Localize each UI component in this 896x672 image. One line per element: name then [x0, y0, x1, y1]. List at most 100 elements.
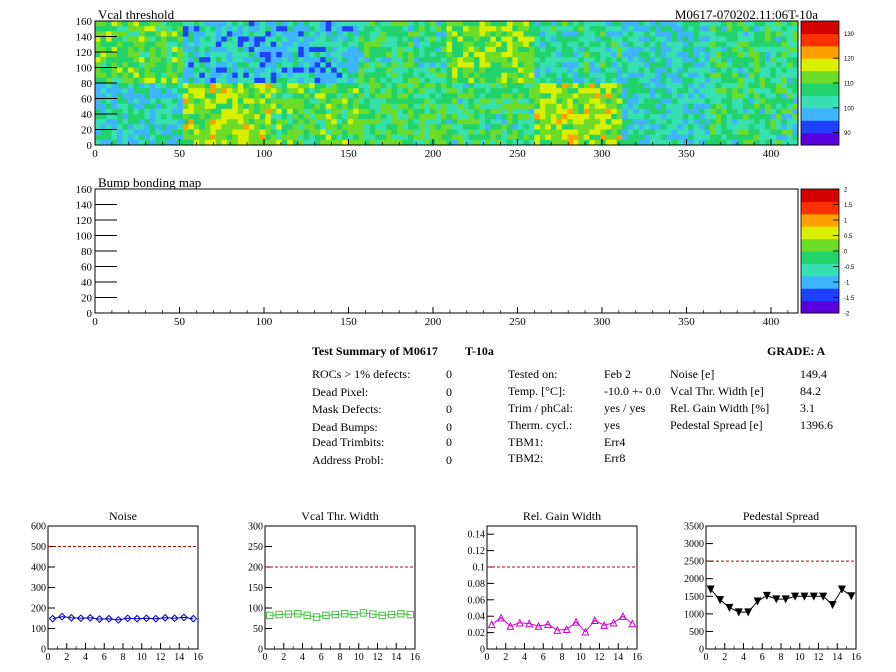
- heatmap-cell: [726, 52, 733, 58]
- heatmap-cell: [490, 114, 497, 120]
- heatmap-cell: [600, 88, 607, 94]
- heatmap-cell: [468, 134, 475, 141]
- heatmap-cell: [457, 72, 464, 79]
- x-tick-label: 14: [391, 652, 401, 663]
- heatmap-cell: [616, 36, 623, 43]
- heatmap-cell: [534, 103, 541, 110]
- heatmap-cell: [567, 134, 574, 141]
- heatmap-cell: [188, 134, 195, 141]
- y-tick-label: 600: [31, 522, 46, 533]
- heatmap-cell: [605, 77, 612, 84]
- heatmap-pixels: [95, 21, 799, 146]
- heatmap-cell: [248, 119, 255, 125]
- heatmap-cell: [369, 52, 376, 58]
- heatmap-cell: [248, 57, 255, 63]
- heatmap-cell: [105, 88, 112, 94]
- heatmap-cell: [567, 57, 574, 63]
- heatmap-cell: [314, 129, 321, 136]
- heatmap-cell: [594, 41, 601, 48]
- heatmap-cell: [309, 26, 316, 32]
- heatmap-cell: [138, 124, 145, 130]
- heatmap-cell: [726, 31, 733, 37]
- heatmap-cell: [100, 134, 107, 141]
- heatmap-cell: [342, 93, 349, 99]
- heatmap-cell: [155, 72, 162, 79]
- series-line: [710, 588, 852, 613]
- heatmap-cell: [105, 52, 112, 58]
- heatmap-cell: [199, 67, 206, 74]
- heatmap-cell: [495, 129, 502, 136]
- heatmap-cell: [479, 52, 486, 58]
- heatmap-cell: [100, 119, 107, 125]
- heatmap-cell: [292, 139, 299, 146]
- heatmap-cell: [320, 21, 327, 27]
- heatmap-cell: [787, 139, 793, 146]
- heatmap-cell: [523, 26, 530, 32]
- heatmap-cell: [644, 103, 651, 110]
- heatmap-cell: [770, 124, 777, 130]
- heatmap-cell: [600, 139, 607, 146]
- heatmap-cell: [133, 41, 140, 48]
- heatmap-cell: [660, 72, 667, 79]
- heatmap-cell: [759, 41, 766, 48]
- heatmap-cell: [622, 124, 629, 130]
- heatmap-cell: [567, 124, 574, 130]
- heatmap-cell: [408, 93, 414, 99]
- heatmap-cell: [430, 83, 436, 89]
- heatmap-cell: [232, 129, 239, 136]
- data-point: [180, 613, 188, 622]
- heatmap-cell: [759, 21, 766, 27]
- y-tick-label: 100: [31, 624, 46, 635]
- heatmap-cell: [682, 83, 689, 89]
- heatmap-cell: [748, 114, 755, 120]
- heatmap-cell: [419, 46, 425, 53]
- heatmap-cell: [133, 119, 140, 125]
- heatmap-cell: [149, 57, 156, 63]
- heatmap-cell: [589, 129, 596, 136]
- heatmap-cell: [254, 41, 261, 48]
- heatmap-cell: [490, 119, 497, 125]
- heatmap-cell: [776, 88, 782, 94]
- heatmap-cell: [116, 77, 123, 84]
- heatmap-cell: [369, 88, 376, 94]
- heatmap-cell: [100, 52, 107, 58]
- heatmap-cell: [468, 114, 475, 120]
- heatmap-cell: [622, 72, 629, 79]
- heatmap-cell: [226, 36, 233, 43]
- heatmap-cell: [435, 129, 442, 136]
- heatmap-cell: [127, 77, 134, 84]
- heatmap-cell: [292, 93, 299, 99]
- heatmap-cell: [166, 93, 173, 99]
- heatmap-cell: [638, 57, 645, 63]
- heatmap-cell: [369, 46, 376, 53]
- heatmap-cell: [331, 93, 338, 99]
- heatmap-cell: [248, 93, 255, 99]
- heatmap-cell: [561, 67, 568, 74]
- heatmap-cell: [276, 46, 283, 53]
- heatmap-cell: [441, 114, 447, 120]
- heatmap-cell: [353, 93, 360, 99]
- heatmap-cell: [232, 41, 239, 48]
- heatmap-cell: [281, 77, 288, 84]
- heatmap-cell: [193, 124, 200, 130]
- heatmap-cell: [583, 119, 590, 125]
- heatmap-cell: [210, 134, 217, 141]
- heatmap-cell: [254, 93, 261, 99]
- heatmap-cell: [506, 129, 513, 136]
- heatmap-cell: [490, 41, 497, 48]
- heatmap-cell: [743, 26, 749, 32]
- heatmap-cell: [446, 21, 453, 27]
- heatmap-cell: [292, 57, 299, 63]
- heatmap-cell: [644, 52, 651, 58]
- heatmap-cell: [204, 62, 211, 68]
- heatmap-cell: [127, 134, 134, 141]
- heatmap-cell: [127, 62, 134, 68]
- heatmap-cell: [638, 119, 645, 125]
- heatmap-cell: [215, 72, 222, 79]
- heatmap-cell: [567, 98, 574, 105]
- heatmap-cell: [309, 124, 316, 130]
- heatmap-cell: [578, 21, 585, 27]
- heatmap-cell: [281, 119, 288, 125]
- heatmap-cell: [386, 108, 392, 115]
- heatmap-cell: [484, 119, 491, 125]
